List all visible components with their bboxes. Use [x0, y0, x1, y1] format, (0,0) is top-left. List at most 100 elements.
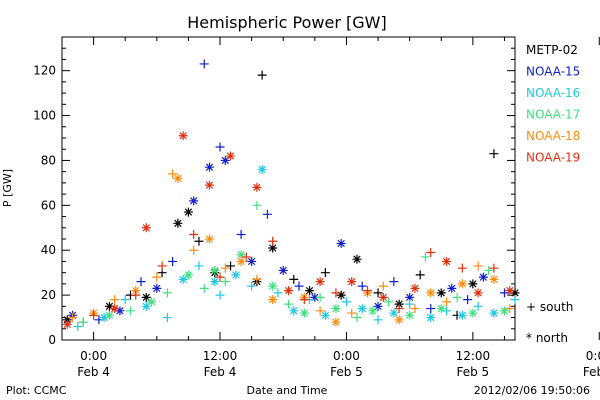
data-point-noaa-16: [457, 310, 467, 320]
data-point-metp-02: [226, 261, 236, 271]
data-point-noaa-15: [405, 292, 415, 302]
data-point-noaa-18: [347, 308, 357, 318]
data-point-noaa-17: [352, 313, 362, 323]
data-point-noaa-17: [499, 306, 509, 316]
data-point-noaa-19: [363, 286, 373, 296]
data-point-noaa-15: [357, 281, 367, 291]
legend-north-marker: * north: [526, 331, 568, 345]
data-point-noaa-15: [215, 142, 225, 152]
data-point-noaa-17: [104, 310, 114, 320]
data-point-noaa-17: [199, 283, 209, 293]
data-point-noaa-17: [220, 277, 230, 287]
data-point-noaa-18: [220, 263, 230, 273]
data-point-noaa-15: [278, 265, 288, 275]
y-tick-label: 40: [41, 243, 56, 257]
data-point-noaa-16: [210, 277, 220, 287]
data-point-noaa-19: [215, 272, 225, 282]
data-point-noaa-17: [162, 288, 172, 298]
data-point-noaa-15: [236, 230, 246, 240]
data-point-noaa-17: [468, 308, 478, 318]
data-point-noaa-17: [252, 200, 262, 210]
y-axis-label: P [GW]: [1, 169, 14, 207]
data-point-metp-02: [183, 207, 193, 217]
data-point-noaa-16: [405, 299, 415, 309]
data-point-noaa-18: [442, 297, 452, 307]
data-point-noaa-19: [226, 151, 236, 161]
data-point-noaa-18: [252, 274, 262, 284]
data-point-noaa-17: [147, 297, 157, 307]
legend: METP-02 NOAA-15 NOAA-16 NOAA-17 NOAA-18 NOAA-…: [526, 43, 580, 165]
data-point-noaa-17: [78, 317, 88, 327]
data-point-noaa-19: [331, 288, 341, 298]
x-axis-label: Date and Time: [247, 384, 328, 397]
data-point-noaa-18: [394, 315, 404, 325]
plot-frame: [61, 36, 516, 341]
data-point-noaa-17: [236, 250, 246, 260]
data-point-noaa-19: [489, 263, 499, 273]
data-point-noaa-19: [505, 286, 515, 296]
data-point-noaa-17: [368, 306, 378, 316]
data-point-noaa-17: [125, 306, 135, 316]
data-point-noaa-15: [389, 277, 399, 287]
data-point-noaa-16: [341, 297, 351, 307]
data-point-noaa-15: [426, 304, 436, 314]
data-point-noaa-16: [162, 313, 172, 323]
data-point-noaa-19: [204, 180, 214, 190]
data-point-metp-02: [436, 288, 446, 298]
data-point-noaa-16: [426, 313, 436, 323]
legend-south-marker: + south: [526, 300, 573, 314]
data-point-noaa-17: [420, 252, 430, 262]
data-point-noaa-18: [173, 173, 183, 183]
x-tick-date-label: Feb 6: [583, 365, 600, 379]
data-point-noaa-19: [394, 304, 404, 314]
data-point-noaa-17: [436, 304, 446, 314]
data-point-noaa-19: [457, 263, 467, 273]
data-point-noaa-17: [452, 292, 462, 302]
y-tick-label: 80: [41, 153, 56, 167]
data-point-metp-02: [289, 274, 299, 284]
data-point-noaa-15: [262, 209, 272, 219]
data-point-noaa-19: [268, 236, 278, 246]
data-point-metp-02: [257, 70, 267, 80]
data-point-noaa-18: [110, 295, 120, 305]
data-point-noaa-18: [331, 317, 341, 327]
legend-entry-noaa-19: NOAA-19: [526, 151, 580, 165]
data-point-noaa-19: [110, 304, 120, 314]
data-point-noaa-16: [389, 308, 399, 318]
data-point-noaa-15: [336, 238, 346, 248]
data-points: [62, 59, 520, 332]
y-tick-label: 60: [41, 198, 56, 212]
data-point-metp-02: [468, 279, 478, 289]
y-tick-label: 20: [41, 288, 56, 302]
data-point-noaa-15: [447, 283, 457, 293]
data-point-noaa-18: [189, 245, 199, 255]
data-point-noaa-17: [484, 265, 494, 275]
x-tick-time-label: 12:00: [456, 349, 491, 363]
data-point-noaa-16: [178, 274, 188, 284]
data-point-noaa-16: [510, 295, 520, 305]
data-point-noaa-18: [68, 313, 78, 323]
data-point-noaa-19: [89, 310, 99, 320]
legend-entry-noaa-15: NOAA-15: [526, 65, 580, 79]
data-point-noaa-17: [384, 297, 394, 307]
data-point-noaa-17: [210, 265, 220, 275]
data-point-noaa-16: [320, 310, 330, 320]
data-point-metp-02: [104, 301, 114, 311]
axes: 0 20 40 60 80 100 120 0:00 Feb 4 12:00 Feb 4 0:00 Fe…: [33, 36, 600, 379]
data-point-noaa-16: [357, 304, 367, 314]
plot-timestamp: 2012/02/06 19:50:06: [474, 384, 590, 397]
data-point-metp-02: [336, 290, 346, 300]
data-point-noaa-16: [247, 281, 257, 291]
data-point-noaa-16: [215, 290, 225, 300]
data-point-noaa-16: [141, 301, 151, 311]
data-point-noaa-15: [152, 283, 162, 293]
data-point-metp-02: [489, 149, 499, 159]
data-point-metp-02: [268, 243, 278, 253]
data-point-noaa-17: [315, 292, 325, 302]
data-point-noaa-17: [299, 308, 309, 318]
y-tick-label: 120: [33, 64, 56, 78]
data-point-noaa-19: [347, 277, 357, 287]
data-point-noaa-15: [168, 256, 178, 266]
data-point-metp-02: [173, 218, 183, 228]
data-point-noaa-16: [289, 306, 299, 316]
